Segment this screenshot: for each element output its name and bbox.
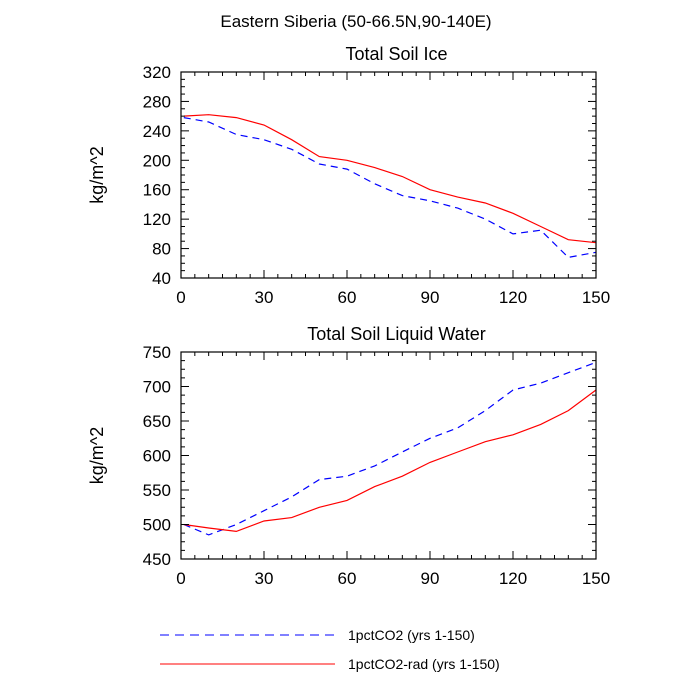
- x-tick-label: 0: [176, 288, 185, 307]
- x-tick-label: 120: [499, 288, 527, 307]
- y-tick-label: 320: [143, 63, 171, 82]
- y-tick-label: 650: [143, 412, 171, 431]
- series-line-2: [183, 389, 597, 533]
- y-axis-label: kg/m^2: [87, 427, 107, 484]
- y-tick-label: 750: [143, 343, 171, 362]
- y-tick-label: 80: [152, 240, 171, 259]
- x-tick-label: 30: [255, 288, 274, 307]
- x-tick-label: 0: [176, 569, 185, 588]
- y-tick-label: 120: [143, 210, 171, 229]
- y-tick-label: 200: [143, 151, 171, 170]
- plot-frame: [180, 351, 597, 560]
- y-tick-label: 40: [152, 269, 171, 288]
- figure-suptitle: Eastern Siberia (50-66.5N,90-140E): [220, 12, 491, 31]
- series-line-1: [183, 361, 597, 536]
- y-tick-label: 700: [143, 378, 171, 397]
- x-tick-label: 30: [255, 569, 274, 588]
- series-line-1: [183, 117, 597, 259]
- x-tick-label: 60: [338, 288, 357, 307]
- legend-label-1: 1pctCO2 (yrs 1-150): [348, 627, 475, 643]
- y-tick-label: 160: [143, 181, 171, 200]
- x-tick-label: 150: [582, 288, 610, 307]
- x-tick-label: 90: [421, 569, 440, 588]
- legend-label-2: 1pctCO2-rad (yrs 1-150): [348, 656, 500, 672]
- x-tick-label: 90: [421, 288, 440, 307]
- y-tick-label: 550: [143, 481, 171, 500]
- panel-title: Total Soil Liquid Water: [307, 324, 485, 344]
- series-line-2: [183, 114, 597, 244]
- x-tick-label: 60: [338, 569, 357, 588]
- panel-2: Total Soil Liquid Water kg/m^2 0 30 60 90 120 1…: [87, 324, 610, 588]
- y-tick-label: 600: [143, 447, 171, 466]
- y-tick-label: 500: [143, 516, 171, 535]
- x-tick-label: 120: [499, 569, 527, 588]
- legend: 1pctCO2 (yrs 1-150) 1pctCO2-rad (yrs 1-1…: [160, 627, 500, 672]
- x-tick-label: 150: [582, 569, 610, 588]
- panel-1: Total Soil Ice kg/m^2 0 30 60 90 120 150 40 80 120…: [87, 44, 610, 307]
- y-tick-label: 240: [143, 122, 171, 141]
- plot-frame: [180, 71, 597, 279]
- y-tick-label: 280: [143, 92, 171, 111]
- panel-title: Total Soil Ice: [345, 44, 447, 64]
- y-axis-label: kg/m^2: [87, 146, 107, 203]
- y-tick-label: 450: [143, 550, 171, 569]
